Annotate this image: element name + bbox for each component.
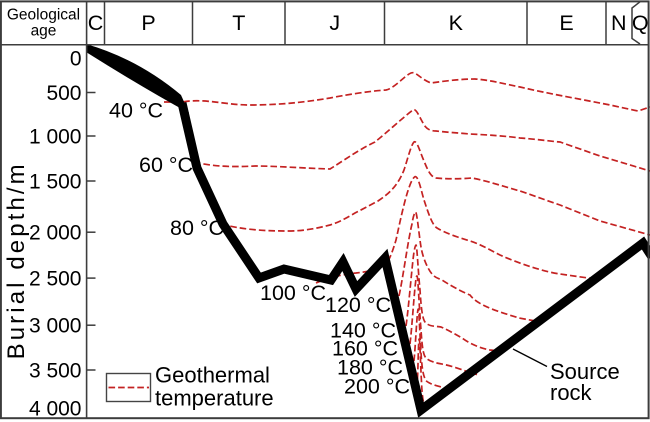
svg-text:180 °C: 180 °C <box>337 356 403 380</box>
svg-text:500: 500 <box>46 82 81 105</box>
svg-text:100 °C: 100 °C <box>260 281 326 305</box>
svg-text:C: C <box>88 11 104 35</box>
svg-text:3 000: 3 000 <box>29 315 82 338</box>
svg-text:Source: Source <box>550 359 620 384</box>
svg-text:Q: Q <box>632 11 649 35</box>
svg-text:E: E <box>559 11 573 35</box>
svg-text:N: N <box>611 11 627 35</box>
svg-text:rock: rock <box>550 380 593 405</box>
svg-text:age: age <box>31 23 57 40</box>
svg-text:T: T <box>232 11 245 35</box>
svg-text:1 000: 1 000 <box>29 126 82 149</box>
svg-text:J: J <box>329 11 340 35</box>
svg-text:3 500: 3 500 <box>29 360 82 383</box>
svg-text:80 °C: 80 °C <box>170 216 224 240</box>
svg-text:Burial depth/m: Burial depth/m <box>3 161 30 359</box>
svg-text:0: 0 <box>70 48 82 71</box>
svg-text:1 500: 1 500 <box>29 171 82 194</box>
svg-text:K: K <box>449 11 464 35</box>
svg-text:60 °C: 60 °C <box>139 153 193 177</box>
svg-text:40 °C: 40 °C <box>109 99 163 123</box>
svg-text:200 °C: 200 °C <box>344 375 410 399</box>
svg-text:160 °C: 160 °C <box>332 337 398 361</box>
svg-text:120 °C: 120 °C <box>325 293 391 317</box>
svg-text:2 500: 2 500 <box>29 268 82 291</box>
svg-text:temperature: temperature <box>155 386 274 411</box>
svg-text:140 °C: 140 °C <box>330 319 396 343</box>
svg-text:4 000: 4 000 <box>29 398 82 421</box>
svg-text:P: P <box>141 11 155 35</box>
svg-text:Geological: Geological <box>7 7 80 24</box>
svg-text:2 000: 2 000 <box>29 222 82 245</box>
svg-text:Geothermal: Geothermal <box>155 363 270 388</box>
